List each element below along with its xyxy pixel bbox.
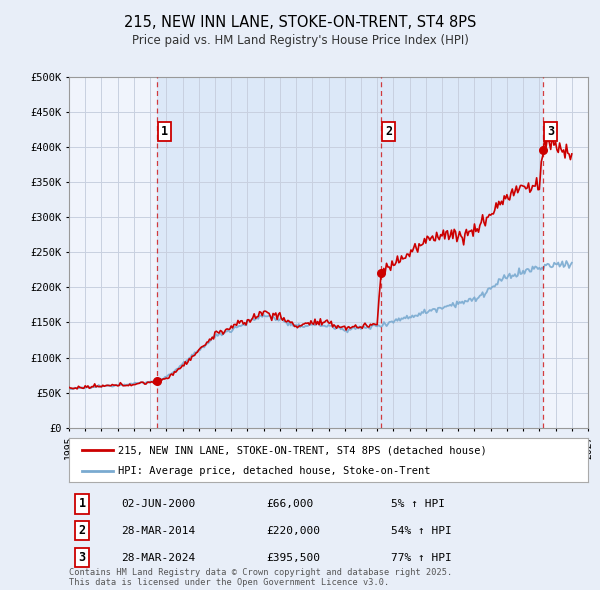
Text: 2: 2 xyxy=(79,524,86,537)
Text: 3: 3 xyxy=(79,551,86,564)
Text: 28-MAR-2014: 28-MAR-2014 xyxy=(121,526,195,536)
Text: 2: 2 xyxy=(385,124,392,137)
Text: 215, NEW INN LANE, STOKE-ON-TRENT, ST4 8PS: 215, NEW INN LANE, STOKE-ON-TRENT, ST4 8… xyxy=(124,15,476,30)
Text: 1: 1 xyxy=(161,124,168,137)
Text: £220,000: £220,000 xyxy=(266,526,320,536)
Text: 3: 3 xyxy=(547,124,554,137)
Text: Contains HM Land Registry data © Crown copyright and database right 2025.
This d: Contains HM Land Registry data © Crown c… xyxy=(69,568,452,587)
Text: HPI: Average price, detached house, Stoke-on-Trent: HPI: Average price, detached house, Stok… xyxy=(118,466,431,476)
Text: 215, NEW INN LANE, STOKE-ON-TRENT, ST4 8PS (detached house): 215, NEW INN LANE, STOKE-ON-TRENT, ST4 8… xyxy=(118,445,487,455)
Text: 5% ↑ HPI: 5% ↑ HPI xyxy=(391,499,445,509)
Text: 1: 1 xyxy=(79,497,86,510)
Bar xyxy=(157,77,543,428)
Text: 28-MAR-2024: 28-MAR-2024 xyxy=(121,552,195,562)
Text: 02-JUN-2000: 02-JUN-2000 xyxy=(121,499,195,509)
Text: £395,500: £395,500 xyxy=(266,552,320,562)
Text: 77% ↑ HPI: 77% ↑ HPI xyxy=(391,552,452,562)
Text: 54% ↑ HPI: 54% ↑ HPI xyxy=(391,526,452,536)
Text: Price paid vs. HM Land Registry's House Price Index (HPI): Price paid vs. HM Land Registry's House … xyxy=(131,34,469,47)
Text: £66,000: £66,000 xyxy=(266,499,313,509)
